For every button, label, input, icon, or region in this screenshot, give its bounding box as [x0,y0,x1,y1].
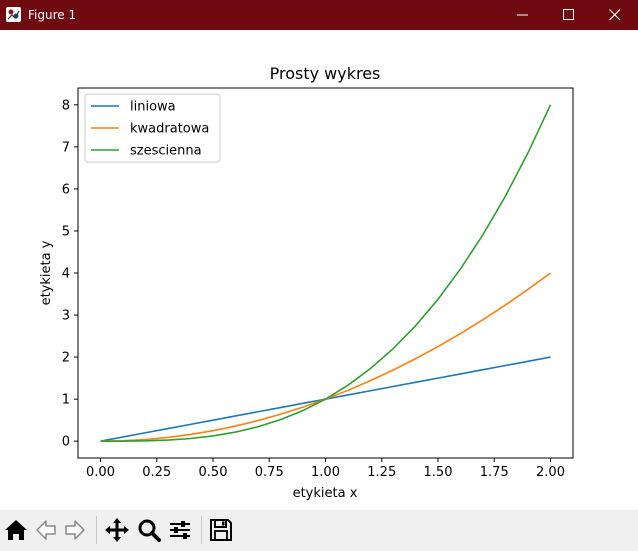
toolbar-separator [201,516,202,544]
x-tick-label: 0.50 [199,465,228,480]
back-button[interactable] [32,516,60,544]
navigation-toolbar [0,510,638,551]
y-tick-label: 5 [62,224,70,239]
maximize-button[interactable] [546,0,592,30]
save-button[interactable] [207,516,235,544]
arrow-left-icon [36,520,56,540]
series-line-szescienna [100,104,552,442]
zoom-button[interactable] [135,516,163,544]
x-tick-label: 2.00 [536,465,565,480]
y-tick-label: 7 [62,140,70,155]
sliders-icon [170,521,190,539]
x-axis-ticks: 0.00 0.25 0.50 0.75 1.00 1.25 1.50 1.75 2.00 [86,458,565,480]
y-tick-label: 4 [62,267,70,282]
maximize-icon [563,9,574,20]
home-icon [5,520,27,540]
x-tick-label: 1.75 [480,465,509,480]
arrow-right-icon [65,520,85,540]
y-tick-label: 2 [62,351,70,366]
window-title: Figure 1 [28,8,77,22]
legend: liniowa kwadratowa szescienna [84,93,221,163]
title-bar: Figure 1 [0,0,638,30]
figure-canvas[interactable]: Prosty wykres 0.00 0.25 0.50 0.75 1.00 1.25 1.… [0,30,638,510]
close-button[interactable] [592,0,638,30]
x-tick-label: 0.75 [255,465,284,480]
magnifier-icon [138,519,161,542]
y-axis-ticks: 0 1 2 3 4 5 6 7 8 [62,98,78,450]
x-tick-label: 0.00 [86,465,115,480]
y-tick-label: 8 [62,98,70,113]
x-tick-label: 0.25 [142,465,171,480]
legend-label-liniowa: liniowa [130,100,176,115]
pan-button[interactable] [103,516,131,544]
floppy-disk-icon [210,519,232,541]
minimize-button[interactable] [500,0,546,30]
y-tick-label: 3 [62,309,70,324]
x-tick-label: 1.25 [367,465,396,480]
legend-box [84,93,221,163]
figure-app-icon [6,7,21,22]
y-tick-label: 0 [62,435,70,450]
plot-lines [100,104,552,442]
home-button[interactable] [2,516,30,544]
minimize-icon [517,14,528,16]
configure-subplots-button[interactable] [166,516,194,544]
close-icon [609,9,621,21]
y-axis-label: etykieta y [39,240,54,305]
legend-label-kwadratowa: kwadratowa [130,122,209,137]
move-icon [105,518,129,542]
forward-button[interactable] [61,516,89,544]
toolbar-separator [96,516,97,544]
x-tick-label: 1.00 [311,465,340,480]
x-tick-label: 1.50 [424,465,453,480]
y-tick-label: 1 [62,393,70,408]
legend-label-szescienna: szescienna [130,144,202,159]
x-axis-label: etykieta x [293,486,358,501]
y-tick-label: 6 [62,182,70,197]
chart-title: Prosty wykres [270,64,381,83]
